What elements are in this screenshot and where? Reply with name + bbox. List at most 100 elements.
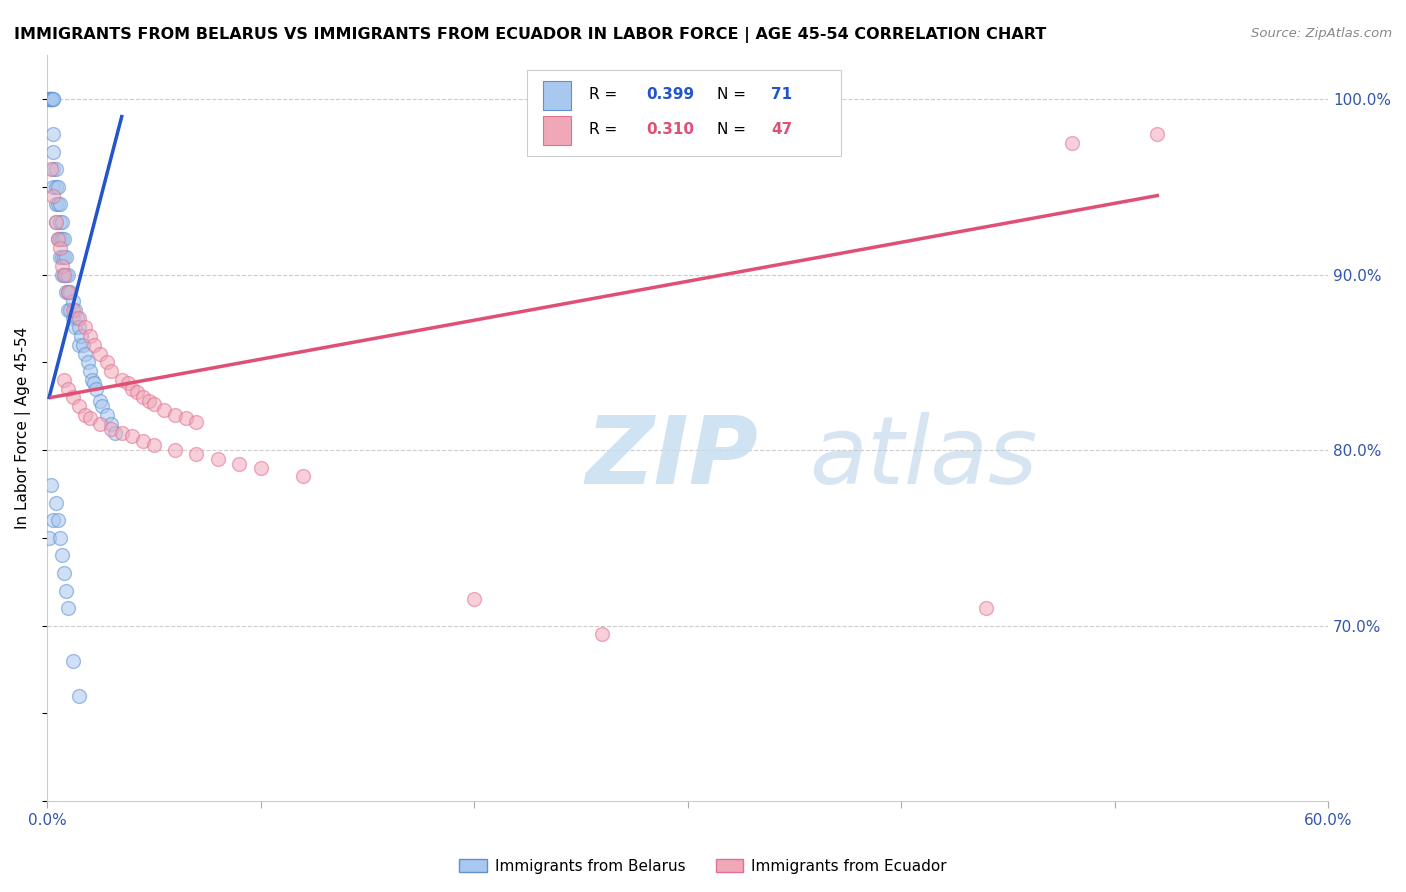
Point [49, 215, 72, 229]
Point [58, 601, 80, 615]
Point [89, 346, 111, 360]
Text: R =: R = [589, 87, 621, 103]
Point [75, 408, 97, 422]
Point [46, 179, 69, 194]
Point [44, 162, 66, 177]
Point [42, 513, 65, 527]
Point [42, 162, 65, 177]
Point [51, 549, 73, 563]
Point [104, 425, 127, 440]
Point [42, 92, 65, 106]
Point [49, 241, 72, 255]
Point [67, 338, 90, 352]
Text: atlas: atlas [810, 412, 1038, 503]
Point [75, 346, 97, 360]
Point [59, 285, 82, 299]
Point [79, 364, 101, 378]
Point [117, 376, 139, 391]
Point [132, 434, 155, 449]
Point [132, 391, 155, 405]
Point [83, 376, 105, 391]
Point [62, 311, 84, 326]
Point [142, 438, 165, 452]
Point [100, 364, 122, 378]
Point [1060, 136, 1083, 150]
Point [58, 302, 80, 317]
Point [72, 338, 94, 352]
Point [53, 232, 76, 246]
Text: 0.310: 0.310 [647, 122, 695, 137]
Point [174, 411, 197, 425]
Point [51, 259, 73, 273]
Point [42, 127, 65, 141]
Text: IMMIGRANTS FROM BELARUS VS IMMIGRANTS FROM ECUADOR IN LABOR FORCE | AGE 45-54 CO: IMMIGRANTS FROM BELARUS VS IMMIGRANTS FR… [14, 27, 1046, 43]
Point [42, 188, 65, 202]
Point [51, 232, 73, 246]
Point [153, 402, 176, 417]
Point [44, 215, 66, 229]
Point [62, 302, 84, 317]
Text: 47: 47 [770, 122, 792, 137]
Point [75, 320, 97, 334]
Text: 0.399: 0.399 [647, 87, 695, 103]
Point [39, 92, 62, 106]
Point [42, 92, 65, 106]
Point [142, 397, 165, 411]
Point [42, 179, 65, 194]
Point [53, 566, 76, 580]
Point [67, 320, 90, 334]
Point [66, 311, 89, 326]
Text: N =: N = [717, 87, 751, 103]
Point [38, 92, 60, 106]
Point [89, 417, 111, 431]
Point [80, 373, 103, 387]
Point [38, 531, 60, 545]
Point [100, 422, 122, 436]
Point [121, 429, 143, 443]
Point [39, 92, 62, 106]
Point [249, 460, 271, 475]
Bar [543, 116, 571, 145]
Point [44, 179, 66, 194]
Point [62, 391, 84, 405]
Point [1146, 127, 1168, 141]
Point [55, 583, 77, 598]
Point [38, 92, 60, 106]
Bar [543, 81, 571, 110]
Point [207, 451, 229, 466]
Point [125, 385, 148, 400]
Point [55, 250, 77, 264]
Point [63, 302, 86, 317]
Point [49, 531, 72, 545]
Point [44, 197, 66, 211]
Point [84, 382, 107, 396]
Point [55, 268, 77, 282]
Point [42, 145, 65, 159]
Point [51, 268, 73, 282]
Point [96, 408, 118, 422]
Point [58, 382, 80, 396]
Point [49, 250, 72, 264]
Point [67, 399, 90, 413]
Point [96, 355, 118, 369]
Text: Source: ZipAtlas.com: Source: ZipAtlas.com [1251, 27, 1392, 40]
Point [111, 425, 134, 440]
Point [46, 232, 69, 246]
Text: 71: 71 [770, 87, 792, 103]
Point [39, 92, 62, 106]
Point [53, 268, 76, 282]
Point [39, 162, 62, 177]
Point [39, 92, 62, 106]
Point [228, 457, 250, 471]
Point [89, 393, 111, 408]
Point [67, 689, 90, 703]
Point [49, 197, 72, 211]
Point [58, 268, 80, 282]
Text: ZIP: ZIP [585, 412, 758, 504]
Point [165, 443, 187, 458]
Point [976, 601, 998, 615]
Point [53, 268, 76, 282]
Point [591, 627, 613, 641]
Point [38, 92, 60, 106]
Text: R =: R = [589, 122, 621, 137]
